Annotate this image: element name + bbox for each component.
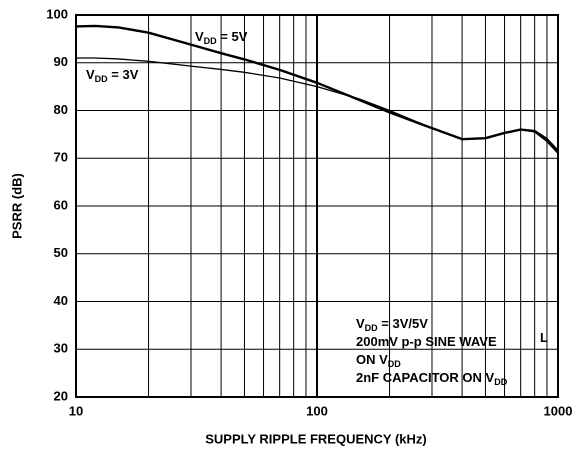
annotation: 200mV p-p SINE WAVE (356, 334, 497, 349)
y-tick-label: 100 (46, 6, 68, 21)
text-part: L (540, 330, 548, 345)
y-tick-label: 70 (54, 150, 68, 165)
y-tick-label: 40 (54, 293, 68, 308)
y-tick-label: 30 (54, 341, 68, 356)
y-axis-title: PSRR (dB) (9, 173, 24, 239)
x-tick-label: 1000 (544, 403, 573, 418)
text-part: 2nF CAPACITOR ON V (356, 370, 495, 385)
series-label: VDD = 3V (86, 67, 139, 84)
text-part: DD (494, 377, 507, 387)
annotation: L (540, 330, 548, 345)
series-label: VDD = 5V (195, 29, 248, 46)
annotation: 2nF CAPACITOR ON VDD (356, 370, 508, 387)
y-tick-label: 90 (54, 54, 68, 69)
text-part: 200mV p-p SINE WAVE (356, 334, 497, 349)
series-line (76, 57, 559, 154)
text-part: DD (365, 323, 378, 333)
annotation: VDD = 3V/5V (356, 316, 428, 333)
x-tick-label: 10 (69, 403, 83, 418)
text-part: DD (204, 36, 217, 46)
text-part: V (86, 67, 95, 82)
y-tick-label: 60 (54, 197, 68, 212)
plot-frame (75, 14, 559, 398)
text-part: DD (388, 359, 401, 369)
x-axis-title: SUPPLY RIPPLE FREQUENCY (kHz) (205, 431, 427, 446)
text-part: = 5V (217, 29, 248, 44)
text-part: = 3V/5V (378, 316, 429, 331)
y-tick-label: 20 (54, 388, 68, 403)
text-part: DD (95, 74, 108, 84)
x-tick-label: 100 (306, 403, 328, 418)
y-tick-label: 50 (54, 245, 68, 260)
text-part: V (356, 316, 365, 331)
text-part: V (195, 29, 204, 44)
y-tick-label: 80 (54, 102, 68, 117)
text-part: = 3V (108, 67, 139, 82)
annotation: ON VDD (356, 352, 401, 369)
text-part: ON V (356, 352, 388, 367)
